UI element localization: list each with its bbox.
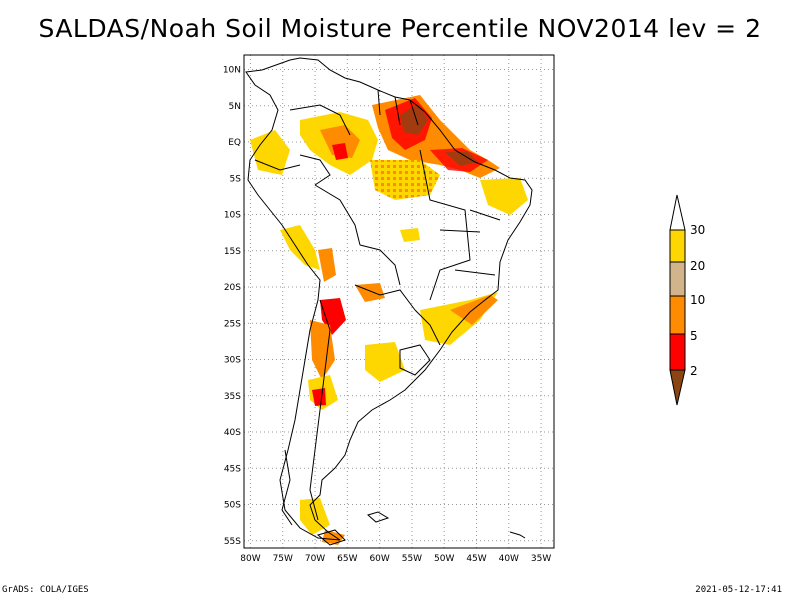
dry-spot-tierra-del-fuego bbox=[322, 530, 345, 545]
lat-tick-label: 55S bbox=[224, 537, 241, 547]
longitude-labels: 80W 75W 70W 65W 60W 55W 50W 45W 40W 35W bbox=[240, 554, 551, 564]
lat-tick-label: 45S bbox=[224, 464, 241, 474]
south-georgia bbox=[509, 531, 526, 539]
dry-area-peru bbox=[280, 225, 320, 270]
dry-area-chaco bbox=[355, 283, 385, 302]
lat-tick-label: 5N bbox=[229, 102, 241, 112]
uruguay-outline bbox=[399, 344, 431, 376]
guianas-borders bbox=[377, 89, 419, 126]
legend-swatch-10 bbox=[669, 295, 686, 335]
chiloe-archipelago bbox=[281, 449, 293, 526]
ecuador-peru-border bbox=[254, 159, 301, 171]
lat-tick-label: EQ bbox=[228, 138, 241, 148]
map-frame bbox=[243, 54, 555, 549]
lat-tick-label: 15S bbox=[224, 247, 241, 257]
lat-tick-label: 10S bbox=[224, 211, 241, 221]
footer-credit: GrADS: COLA/IGES bbox=[2, 585, 89, 595]
legend-top-triangle bbox=[669, 194, 686, 231]
moderate-dry-area-pampas bbox=[365, 342, 405, 382]
map-title: SALDAS/Noah Soil Moisture Percentile NOV… bbox=[38, 14, 762, 43]
dry-area-chile bbox=[310, 320, 335, 380]
legend-swatch-20 bbox=[669, 261, 686, 297]
lat-tick-label: 5S bbox=[230, 174, 242, 184]
very-dry-spot-amazon bbox=[332, 143, 348, 160]
lon-tick-label: 70W bbox=[305, 554, 325, 564]
lon-tick-label: 80W bbox=[240, 554, 260, 564]
dry-area-nordeste bbox=[480, 178, 528, 215]
legend-label-2: 2 bbox=[690, 364, 698, 378]
lon-tick-label: 75W bbox=[273, 554, 293, 564]
extreme-dry-area-coast bbox=[445, 152, 478, 166]
lon-tick-label: 65W bbox=[337, 554, 357, 564]
argentina-brazil-border bbox=[414, 309, 441, 346]
legend-label-5: 5 bbox=[690, 329, 698, 343]
lon-tick-label: 50W bbox=[434, 554, 454, 564]
lat-tick-label: 20S bbox=[224, 283, 241, 293]
dry-area-amazon bbox=[320, 125, 360, 158]
lon-tick-label: 40W bbox=[499, 554, 519, 564]
bolivia-brazil-border bbox=[359, 244, 401, 286]
legend-swatch-30 bbox=[669, 229, 686, 263]
lon-tick-label: 35W bbox=[531, 554, 551, 564]
legend-bottom-triangle bbox=[669, 369, 686, 406]
lat-tick-label: 30S bbox=[224, 356, 241, 366]
extreme-dry-area-guianas bbox=[400, 104, 428, 135]
moderate-dry-area-patagonia bbox=[300, 498, 330, 535]
moderate-dry-area-central bbox=[370, 160, 440, 200]
legend-label-20: 20 bbox=[690, 259, 705, 273]
dry-area-southeast-coast bbox=[450, 295, 498, 325]
latitude-labels: 10N 5N EQ 5S 10S 15S 20S 25S 30S 35S 40S 45S 50S 55S bbox=[223, 66, 241, 547]
brazil-state-borders bbox=[419, 149, 501, 301]
falkland-islands bbox=[366, 511, 390, 523]
bolivia-paraguay-border bbox=[354, 284, 416, 311]
lat-tick-label: 25S bbox=[224, 319, 241, 329]
peru-brazil-border bbox=[314, 184, 361, 246]
dry-area-bolivia bbox=[318, 248, 336, 282]
legend-swatch-5 bbox=[669, 333, 686, 371]
moderate-dry-area-goias bbox=[400, 228, 420, 242]
legend-label-30: 30 bbox=[690, 223, 705, 237]
argentina-chile-border bbox=[309, 299, 331, 521]
country-boundaries bbox=[245, 57, 533, 546]
south-america-coastline bbox=[245, 57, 533, 541]
colombia-venezuela-border bbox=[289, 104, 351, 136]
lon-tick-label: 60W bbox=[369, 554, 389, 564]
percentile-legend: 30 20 10 5 2 bbox=[669, 194, 705, 406]
lat-tick-label: 50S bbox=[224, 501, 241, 511]
lat-tick-label: 10N bbox=[223, 66, 241, 76]
colombia-brazil-border bbox=[299, 154, 331, 186]
tierra-del-fuego bbox=[316, 529, 346, 546]
legend-label-10: 10 bbox=[690, 293, 705, 307]
footer-timestamp: 2021-05-12-17:41 bbox=[695, 585, 782, 595]
moderate-dry-area-west bbox=[250, 130, 290, 175]
percentile-shading bbox=[250, 95, 528, 545]
lat-tick-label: 35S bbox=[224, 392, 241, 402]
lon-tick-label: 55W bbox=[402, 554, 422, 564]
lon-tick-label: 45W bbox=[466, 554, 486, 564]
lat-tick-label: 40S bbox=[224, 428, 241, 438]
